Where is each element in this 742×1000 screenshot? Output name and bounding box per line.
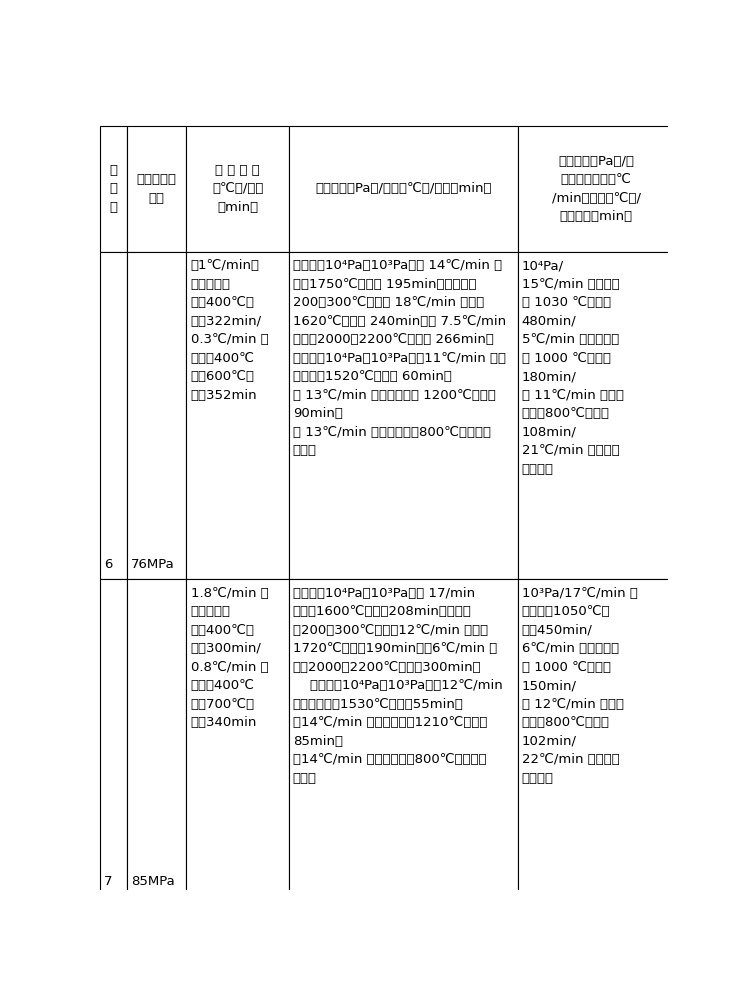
Bar (186, 126, 289, 252)
Bar (128, 126, 186, 252)
Text: 脱 脂 温 度
（℃）/时间
（min）: 脱 脂 温 度 （℃）/时间 （min） (212, 164, 263, 214)
Text: 以1℃/min的
速率从室温
升至400℃，
保温322min/
0.3℃/min 的
速率从400℃
升至600℃，
保温352min: 以1℃/min的 速率从室温 升至400℃， 保温322min/ 0.3℃/mi… (191, 259, 269, 402)
Bar (99, 126, 128, 252)
Text: 退火气氛（Pa）/升
温或降温速率（℃
/min）温度（℃）/
保温时间（min）: 退火气氛（Pa）/升 温或降温速率（℃ /min）温度（℃）/ 保温时间（min… (552, 155, 640, 223)
Text: 真空度为10⁴Pa～10³Pa，以 14℃/min 升
温至1750℃、保温 195min、随炉冷至
200～300℃，再以 18℃/min 升温至
1620℃: 真空度为10⁴Pa～10³Pa，以 14℃/min 升 温至1750℃、保温 1… (293, 259, 506, 457)
Text: 7: 7 (104, 875, 112, 888)
Text: 压制成型的
压力: 压制成型的 压力 (137, 173, 177, 205)
Bar (186, 579, 289, 896)
Bar (289, 126, 518, 252)
Bar (289, 579, 518, 896)
Text: 85MPa: 85MPa (131, 875, 175, 888)
Text: 1.8℃/min 的
速率从室温
升至400℃，
保温300min/
0.8℃/min 的
速率从400℃
升至700℃，
保温340min: 1.8℃/min 的 速率从室温 升至400℃， 保温300min/ 0.8℃/… (191, 587, 269, 729)
Text: 10³Pa/17℃/min 的
速率升至1050℃，
保温450min/
6℃/min 的速率冷却
至 1000 ℃，保温
150min/
以 12℃/min : 10³Pa/17℃/min 的 速率升至1050℃， 保温450min/ 6℃/… (522, 587, 637, 785)
Text: 真空度为10⁴Pa～10³Pa，以 17/min
升温至1600℃、保温208min、随炉冷
至200～300℃，再以12℃/min 升温至
1720℃、保温1: 真空度为10⁴Pa～10³Pa，以 17/min 升温至1600℃、保温208m… (293, 587, 502, 785)
Text: 烧结气氛（Pa）/温度（℃）/时间（min）: 烧结气氛（Pa）/温度（℃）/时间（min） (315, 182, 491, 195)
Text: 实
施
例: 实 施 例 (110, 164, 117, 214)
Text: 6: 6 (104, 558, 112, 571)
Bar (99, 579, 128, 896)
Bar (518, 252, 674, 579)
Bar (128, 252, 186, 579)
Text: 10⁴Pa/
15℃/min 的速率升
至 1030 ℃，保温
480min/
5℃/min 的速率冷却
至 1000 ℃，保温
180min/
以 11℃/m: 10⁴Pa/ 15℃/min 的速率升 至 1030 ℃，保温 480min/ … (522, 259, 624, 476)
Bar (99, 252, 128, 579)
Text: 76MPa: 76MPa (131, 558, 175, 571)
Bar (186, 252, 289, 579)
Bar (289, 252, 518, 579)
Bar (128, 579, 186, 896)
Bar (518, 579, 674, 896)
Bar (518, 126, 674, 252)
